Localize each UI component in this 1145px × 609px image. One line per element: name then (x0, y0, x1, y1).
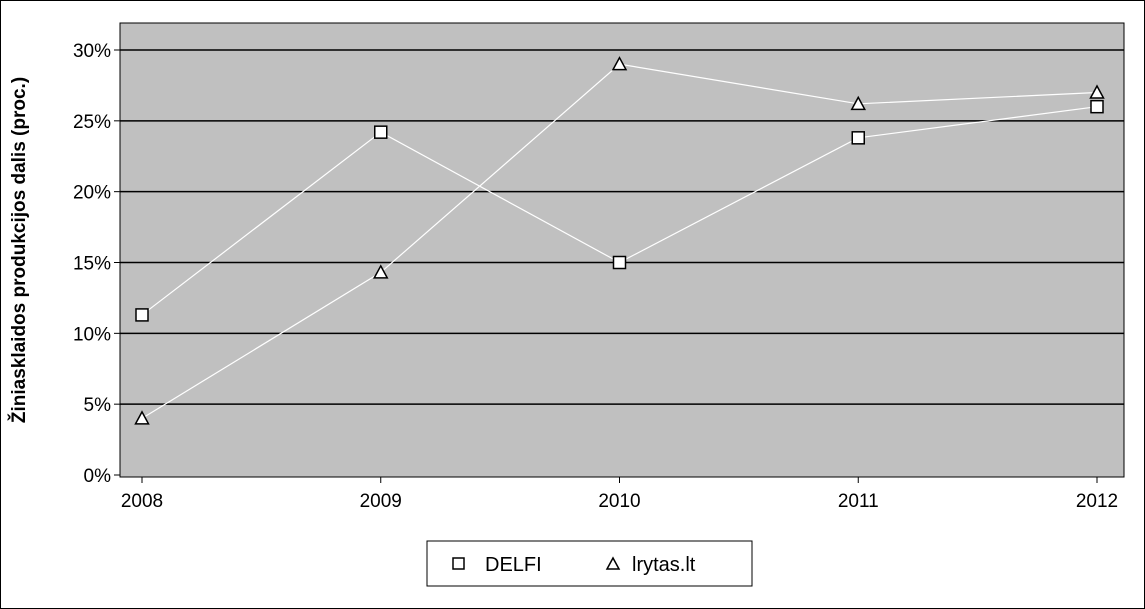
data-point-triangle (611, 56, 628, 71)
y-tick-label: 25% (73, 112, 111, 133)
plot-border (119, 22, 1125, 478)
y-tick-label: 10% (73, 324, 111, 345)
data-point-square (1090, 99, 1104, 114)
x-tick-label: 2012 (1076, 491, 1118, 512)
y-tick-label: 20% (73, 183, 111, 204)
y-axis-label: Žiniasklaidos produkcijos dalis (proc.) (8, 77, 30, 423)
legend-square-marker (452, 557, 465, 570)
series (134, 56, 1105, 425)
y-tick-label: 0% (84, 466, 112, 487)
data-point-square (135, 308, 149, 322)
y-tick-label: 15% (73, 254, 111, 275)
data-point-triangle (1089, 84, 1105, 99)
x-tick-label: 2008 (121, 491, 163, 512)
x-tick-label: 2011 (838, 491, 879, 512)
data-point-triangle (850, 95, 867, 111)
plot-area (120, 23, 1124, 477)
data-point-square (612, 255, 627, 270)
legend: DELFI lrytas.lt (426, 540, 753, 587)
y-tick-label: 5% (84, 395, 112, 416)
data-point-triangle (134, 410, 150, 425)
gridlines (120, 49, 1124, 405)
y-tick-label: 30% (73, 41, 111, 62)
legend-box (426, 540, 753, 587)
legend-label-delfi: DELFI (485, 554, 542, 576)
x-tick-label: 2009 (360, 491, 402, 512)
legend-label-lrytas: lrytas.lt (632, 554, 696, 576)
legend-triangle-marker (605, 556, 621, 570)
data-point-square (374, 125, 388, 139)
axes: 0% 5% 10% 15% 20% 25% 30% 2008 2009 2010 2011 2012 (73, 41, 1118, 512)
x-tick-label: 2010 (598, 491, 640, 512)
data-point-triangle (372, 264, 389, 279)
data-point-square (851, 131, 865, 145)
